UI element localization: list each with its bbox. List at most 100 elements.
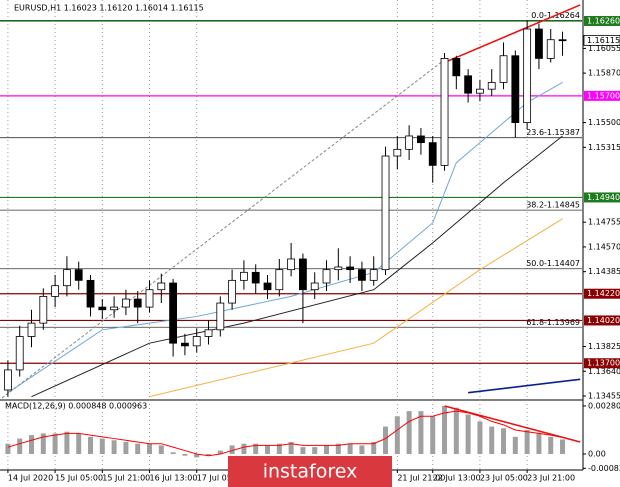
macd-bar: [288, 441, 294, 454]
level-label: 1.14940: [587, 193, 620, 202]
candle-body: [15, 336, 24, 371]
macd-bar: [548, 436, 554, 454]
macd-bar: [241, 443, 247, 454]
candle-body: [346, 266, 355, 271]
candle-body: [393, 148, 402, 157]
macd-bar: [265, 445, 271, 454]
macd-bar: [394, 416, 400, 454]
candle-body: [487, 82, 496, 90]
macd-bar: [477, 421, 483, 454]
y-tick-label: 1.14570: [588, 242, 620, 251]
macd-bar: [76, 433, 82, 454]
candle-body: [464, 75, 473, 94]
candle-body: [558, 39, 567, 42]
candle-body: [440, 58, 449, 166]
trend-line: [444, 405, 581, 443]
macd-bar: [335, 443, 341, 454]
last-price-box: [583, 34, 620, 46]
candle-body: [275, 269, 284, 291]
level-label: 1.15700: [587, 91, 620, 100]
macd-bar: [194, 453, 200, 458]
macd-bar: [501, 428, 507, 454]
macd-bar: [40, 433, 46, 454]
macd-bar: [512, 436, 518, 454]
trend-line: [31, 135, 563, 398]
candle-body: [181, 342, 189, 347]
y-tick-label: 1.14385: [588, 267, 620, 276]
macd-bar: [524, 429, 530, 454]
y-tick-label: 1.13455: [588, 391, 620, 400]
macd-bar: [359, 445, 365, 454]
y-tick-label: -0.000834: [588, 464, 620, 473]
macd-bar: [465, 414, 471, 454]
candle-body: [334, 266, 343, 271]
level-box: [584, 288, 620, 299]
watermark: instaforex: [263, 461, 358, 483]
macd-bar: [52, 433, 58, 454]
macd-bar: [147, 443, 153, 454]
candle-body: [39, 295, 48, 324]
trend-line: [149, 218, 563, 398]
level-label: 1.14220: [587, 289, 620, 298]
macd-bar: [383, 426, 389, 454]
candle-body: [145, 289, 154, 308]
candle-body: [133, 298, 142, 308]
macd-bar: [300, 447, 306, 454]
macd-bar: [406, 411, 412, 454]
candle-body: [369, 269, 378, 281]
level-box: [584, 358, 620, 369]
candle-body: [4, 369, 12, 391]
banner-box: [228, 456, 392, 487]
macd-bar: [453, 407, 459, 454]
y-tick-label: 1.13825: [588, 342, 620, 351]
candle-body: [157, 282, 166, 291]
macd-bar: [123, 441, 129, 454]
macd-bar: [135, 443, 141, 454]
macd-bar: [158, 445, 164, 454]
candle-body: [452, 58, 461, 77]
macd-bar: [229, 445, 235, 454]
candle-body: [122, 298, 130, 308]
macd-bar: [17, 438, 23, 454]
macd-bar: [170, 452, 176, 454]
macd-bar: [64, 431, 70, 454]
x-tick-label: 21 Jul 21:00: [397, 474, 445, 483]
fib-label: 61.8-1.13969: [526, 318, 580, 327]
candle-body: [204, 329, 213, 337]
candle-body: [546, 39, 555, 59]
candle-body: [240, 271, 248, 281]
x-tick-label: 23 Jul 21:00: [527, 474, 575, 483]
candle-body: [499, 55, 508, 83]
candle-body: [216, 302, 225, 331]
candle-body: [27, 322, 36, 337]
level-box: [584, 315, 620, 326]
x-tick-label: 17 Jul 05:00: [197, 474, 245, 483]
x-tick-label: 23 Jul 05:00: [480, 474, 528, 483]
last-price-label: 1.16115: [587, 36, 620, 45]
macd-bar: [111, 440, 117, 454]
watermark-banner: instaforex: [228, 456, 392, 487]
x-tick-label: 15 Jul 05:00: [55, 474, 103, 483]
candle-body: [263, 282, 272, 291]
candle-body: [310, 282, 319, 291]
candle-body: [417, 135, 425, 144]
candle-body: [476, 88, 484, 94]
fib-label: 38.2-1.14845: [526, 201, 580, 210]
candle-body: [110, 306, 119, 311]
macd-bar: [217, 450, 223, 454]
candle-body: [51, 285, 60, 297]
indicator-label: MACD(12,26,9) 0.000848 0.000963: [5, 402, 147, 411]
y-tick-label: 1.14755: [588, 218, 620, 227]
trend-line: [468, 378, 581, 394]
x-tick-label: 14 Jul 2020: [8, 474, 53, 483]
chart-title: EURUSD,H1 1.16023 1.16120 1.16014 1.1611…: [14, 4, 204, 13]
y-tick-label: 1.15870: [588, 69, 620, 78]
candle-body: [251, 271, 260, 284]
y-tick-label: 0.00: [588, 449, 606, 458]
candle-body: [63, 269, 71, 287]
macd-bar: [489, 426, 495, 454]
candle-body: [299, 258, 307, 291]
y-tick-label: 1.13640: [588, 367, 620, 376]
